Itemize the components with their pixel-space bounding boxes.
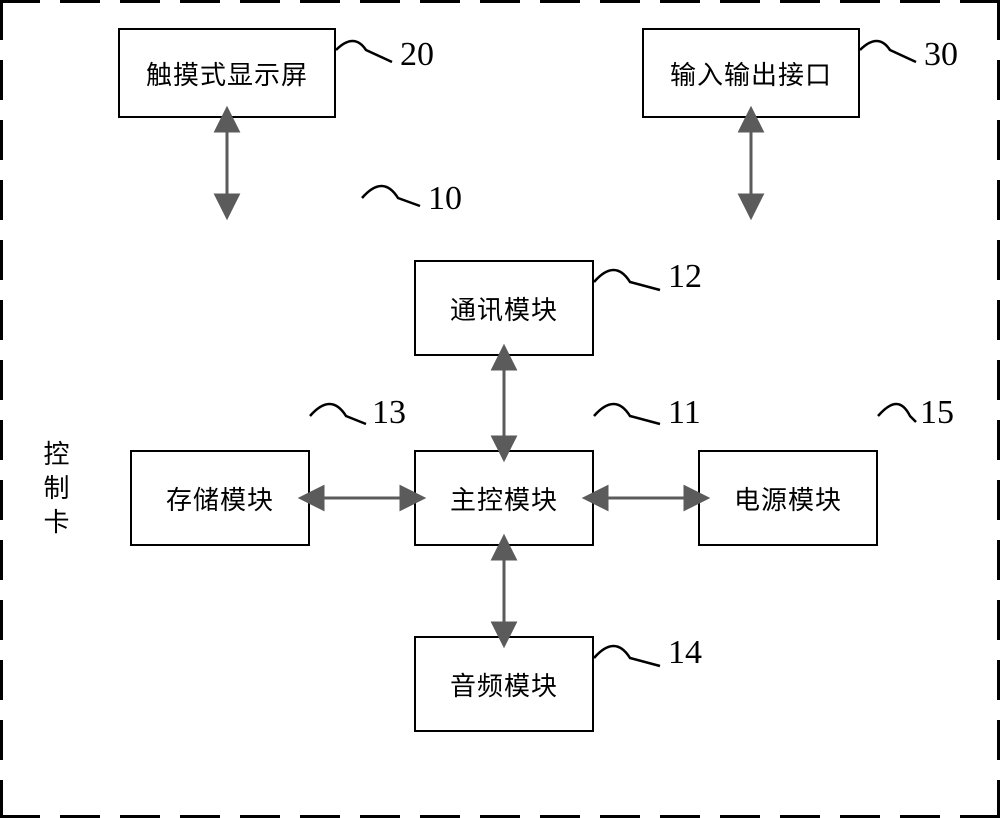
comm-module-box: 通讯模块 [414,260,594,356]
leader-14 [594,646,660,666]
io-interface-label: 输入输出接口 [670,55,832,92]
touch-display-box: 触摸式显示屏 [118,28,336,118]
ref-11: 11 [668,394,701,432]
io-interface-box: 输入输出接口 [642,28,860,118]
audio-module-label: 音频模块 [450,666,558,703]
ref-13: 13 [372,394,406,432]
storage-module-label: 存储模块 [166,480,274,517]
power-module-label: 电源模块 [734,480,842,517]
control-card-side-label: 控制卡 [36,440,73,542]
ref-20: 20 [400,36,434,74]
ref-15: 15 [920,394,954,432]
touch-display-label: 触摸式显示屏 [146,55,308,92]
audio-module-box: 音频模块 [414,636,594,732]
comm-module-label: 通讯模块 [450,290,558,327]
storage-module-box: 存储模块 [130,450,310,546]
ref-14: 14 [668,634,702,672]
ref-30: 30 [924,36,958,74]
ref-10: 10 [428,180,462,218]
ref-12: 12 [668,258,702,296]
diagram-canvas: 控制卡 触摸式显示屏 输入输出接口 通讯模块 存储模块 主控模块 电源模块 音频… [0,0,1000,818]
main-module-box: 主控模块 [414,450,594,546]
main-module-label: 主控模块 [450,480,558,517]
power-module-box: 电源模块 [698,450,878,546]
